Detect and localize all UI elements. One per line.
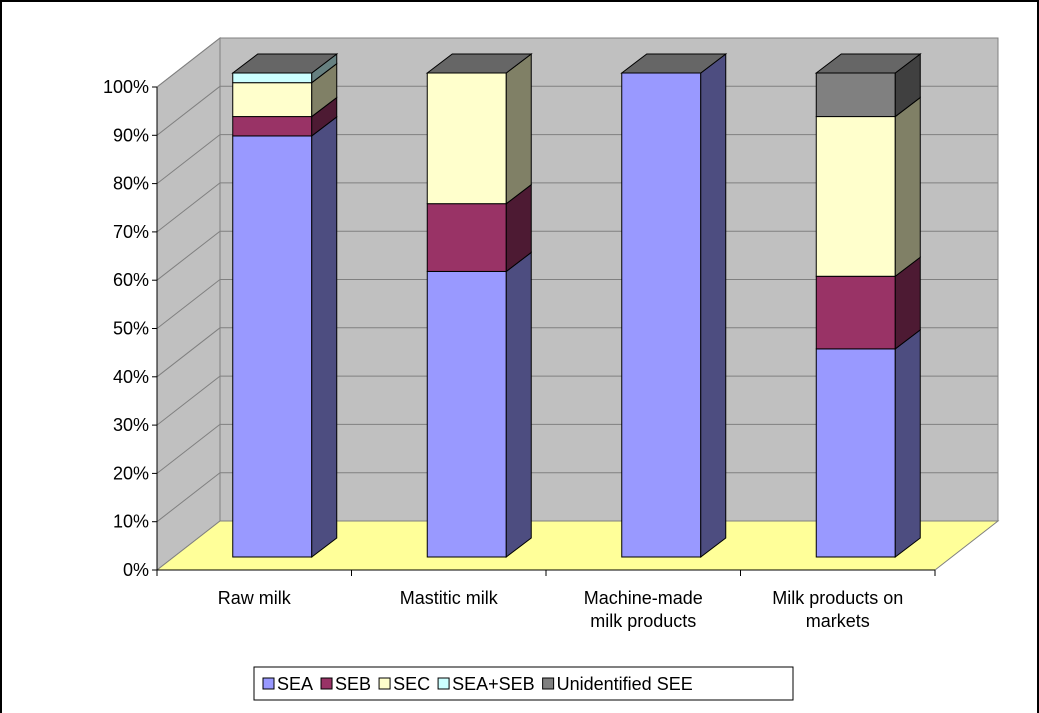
legend-swatch (542, 677, 555, 690)
gridline (156, 327, 998, 378)
axes: 0% 10% 20% 30% 40% 50% 60% 70% 80% 90% 100% Raw mil… (103, 77, 936, 631)
x-category-label: milk products (590, 611, 696, 631)
legend: SEA SEB SEC SEA+SEB Unidentified SEE (253, 666, 794, 701)
bar-segment-side (311, 115, 338, 559)
bar-segment-front (232, 72, 313, 84)
y-tick-label: 50% (113, 319, 149, 339)
legend-label: SEC (393, 674, 430, 694)
bar-segment-front (426, 270, 507, 558)
y-tick-label: 60% (113, 270, 149, 290)
bar-segment-front (815, 275, 896, 350)
bar-segment-side (505, 251, 532, 559)
bar-segment-front (815, 116, 896, 277)
y-tick-label: 90% (113, 125, 149, 145)
bar-top (231, 53, 339, 74)
y-tick-label: 80% (113, 174, 149, 194)
gridline (156, 279, 998, 329)
bar-segment-front (232, 82, 313, 118)
bar-segment-side (700, 52, 727, 559)
gridline (156, 375, 998, 426)
gridline (156, 230, 998, 281)
gridline (156, 134, 998, 184)
gridline (156, 472, 998, 523)
legend-swatch (437, 677, 450, 690)
y-tick-label: 70% (113, 222, 149, 242)
bar-segment-front (426, 203, 507, 272)
bar-segment-front (621, 72, 702, 558)
bar-segment-front (426, 72, 507, 205)
bar-segment-side (894, 96, 921, 278)
y-tick-label: 40% (113, 367, 149, 387)
bar-segment-front (232, 135, 313, 558)
bar-segment-front (815, 72, 896, 118)
x-category-label: Machine-made (584, 588, 703, 608)
gridline (156, 85, 998, 136)
bar-top (425, 53, 533, 74)
gridline (156, 182, 998, 233)
legend-swatch (378, 677, 391, 690)
gridlines (156, 37, 998, 523)
legend-label: SEA (277, 674, 313, 694)
x-category-label: markets (806, 611, 870, 631)
legend-label: SEB (335, 674, 371, 694)
y-tick-label: 30% (113, 415, 149, 435)
bar-segment-front (815, 348, 896, 558)
y-tick-label: 0% (123, 560, 149, 580)
legend-swatch (320, 677, 333, 690)
bar-segment-side (505, 52, 532, 205)
legend-label: Unidentified SEE (557, 674, 693, 694)
y-tick-label: 100% (103, 77, 149, 97)
x-category-label: Milk products on (772, 588, 903, 608)
legend-label: SEA+SEB (452, 674, 535, 694)
bar-segment-front (232, 116, 313, 137)
x-category-label: Mastitic milk (400, 588, 499, 608)
bar-top (620, 53, 728, 74)
bars (231, 52, 922, 559)
x-category-label: Raw milk (218, 588, 292, 608)
gridline (156, 37, 998, 88)
legend-box (253, 666, 794, 701)
y-tick-label: 20% (113, 463, 149, 483)
y-tick-label: 10% (113, 512, 149, 532)
bar-segment-side (894, 328, 921, 559)
bar-top (814, 53, 922, 74)
gridline (156, 423, 998, 474)
legend-swatch (262, 677, 275, 690)
